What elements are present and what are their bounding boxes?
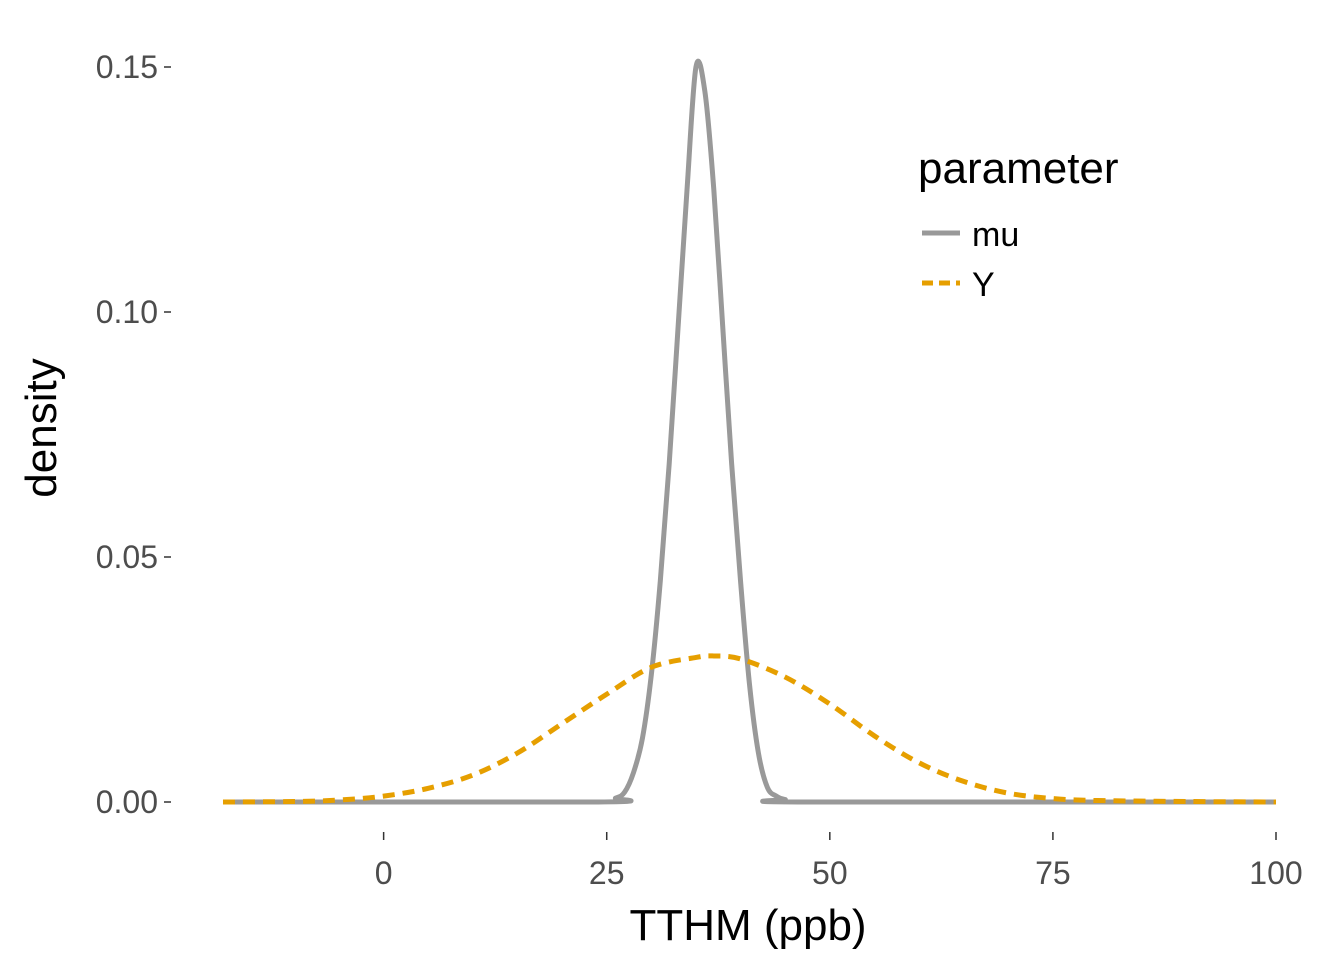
x-tick-label: 25 [589,855,625,891]
series-line-mu [223,58,1276,805]
y-tick-label: 0.10 [96,294,158,330]
legend-label-mu: mu [972,216,1019,254]
x-tick-label: 75 [1035,855,1071,891]
y-axis-title: density [17,358,66,497]
x-axis-ticks: 0 25 50 75 100 [375,832,1303,891]
y-tick-label: 0.00 [96,784,158,820]
series-line-y [222,653,1277,805]
x-tick-label: 50 [812,855,848,891]
legend-label-y: Y [972,266,995,304]
x-axis-title: TTHM (ppb) [629,901,866,950]
x-tick-label: 0 [375,855,393,891]
x-tick-label: 100 [1249,855,1302,891]
y-tick-label: 0.05 [96,539,158,575]
legend: parameter mu Y [918,144,1119,304]
plot-lines [222,58,1277,805]
y-tick-label: 0.15 [96,49,158,85]
y-axis-ticks: 0.00 0.05 0.10 0.15 [96,49,171,820]
legend-title: parameter [918,144,1119,193]
